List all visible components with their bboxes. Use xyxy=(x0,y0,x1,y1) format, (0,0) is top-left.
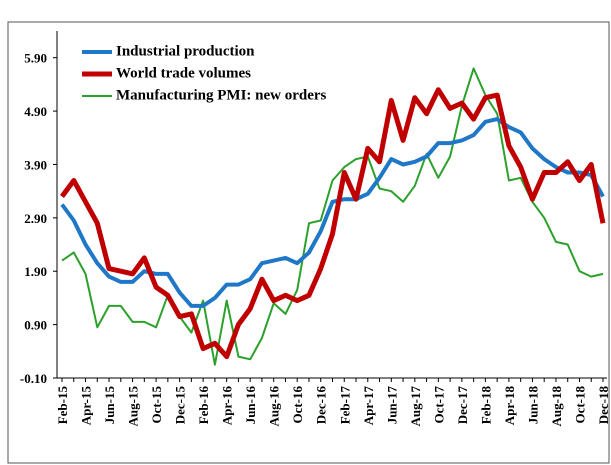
legend: Industrial production World trade volumes… xyxy=(82,43,327,103)
x-tick-label: Jun-17 xyxy=(384,386,399,425)
x-tick-label: Apr-17 xyxy=(361,386,376,426)
x-tick-label: Aug-17 xyxy=(408,386,423,427)
x-tick-label: Oct-17 xyxy=(431,386,446,424)
x-tick-label: Feb-16 xyxy=(196,386,211,425)
legend-label: World trade volumes xyxy=(116,65,251,81)
y-tick-label: 4.90 xyxy=(24,104,47,119)
x-tick-label: Dec-17 xyxy=(455,386,470,425)
x-tick-label: Feb-17 xyxy=(337,386,352,425)
x-tick-label: Aug-15 xyxy=(126,386,141,427)
legend-label: Industrial production xyxy=(116,43,255,59)
x-tick-label: Jun-18 xyxy=(525,386,540,425)
y-tick-label: 3.90 xyxy=(24,157,47,172)
x-tick-label: Oct-16 xyxy=(290,386,305,424)
y-tick-label: -0.10 xyxy=(20,371,47,386)
x-tick-label: Apr-15 xyxy=(79,386,94,426)
x-tick-label: Aug-18 xyxy=(549,386,564,427)
x-tick-label: Dec-16 xyxy=(314,386,329,425)
y-tick-label: 1.90 xyxy=(24,264,47,279)
x-tick-label: Aug-16 xyxy=(267,386,282,427)
legend-label: Manufacturing PMI: new orders xyxy=(116,87,327,103)
series-line xyxy=(61,67,604,366)
x-tick-label: Apr-18 xyxy=(502,386,517,426)
y-tick-label: 2.90 xyxy=(24,211,47,226)
x-tick-label: Oct-18 xyxy=(572,386,587,424)
x-tick-label: Dec-15 xyxy=(173,386,188,425)
x-tick-label: Feb-15 xyxy=(55,386,70,425)
x-tick-label: Oct-15 xyxy=(149,386,164,424)
y-tick-label: 0.90 xyxy=(24,318,47,333)
x-tick-label: Jun-15 xyxy=(102,386,117,425)
x-tick-label: Apr-16 xyxy=(220,386,235,426)
x-tick-label: Feb-18 xyxy=(478,386,493,425)
series-line xyxy=(59,87,606,360)
y-tick-label: 5.90 xyxy=(24,51,47,66)
x-tick-label: Dec-18 xyxy=(596,386,611,425)
x-tick-label: Jun-16 xyxy=(243,386,258,425)
